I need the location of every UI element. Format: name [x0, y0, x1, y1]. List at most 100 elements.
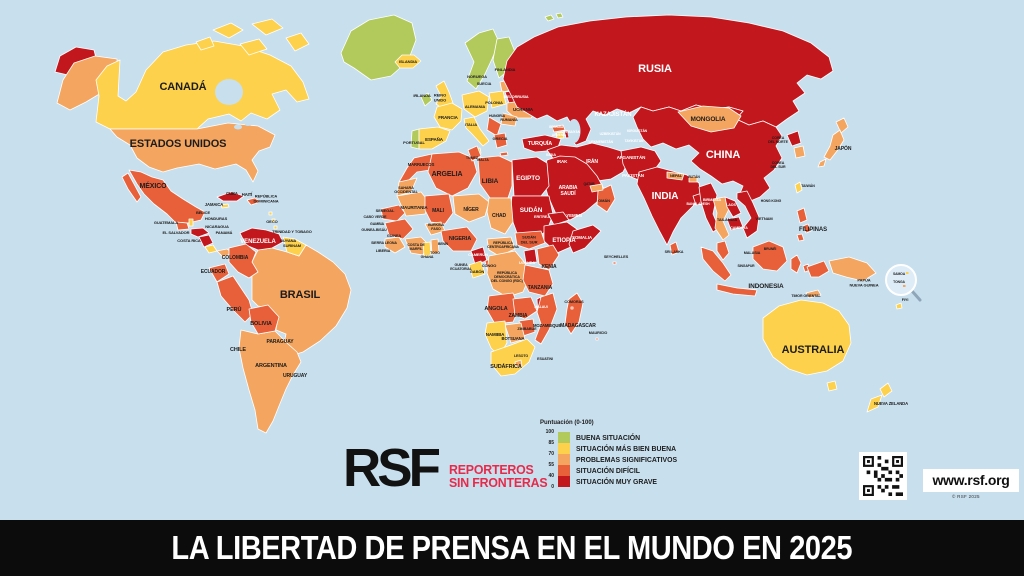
- legend-label: PROBLEMAS SIGNIFICATIVOS: [576, 455, 678, 464]
- map-label: KIRGUISTÁN: [627, 128, 648, 133]
- rsf-logo: RSF REPORTEROS SIN FRONTERAS: [343, 441, 553, 495]
- map-label: JAPÓN: [835, 144, 852, 152]
- hudson-bay: [215, 79, 243, 105]
- country-south-korea: [793, 145, 806, 159]
- map-label: CANADÁ: [159, 80, 206, 93]
- uae-qatar: [589, 183, 604, 193]
- country-nicaragua: [198, 234, 214, 248]
- website-url: www.rsf.org: [923, 469, 1019, 492]
- map-label: SUECIA: [477, 81, 492, 86]
- malaysia-peninsula: [716, 240, 730, 261]
- country-taiwan: [794, 181, 803, 194]
- map-label: COSTA RICA: [177, 238, 201, 243]
- guyanas: [282, 236, 307, 257]
- map-label: GUINEA ECUATORIAL: [450, 263, 473, 271]
- country-germany: [461, 90, 490, 118]
- map-label: HONDURAS: [205, 216, 228, 221]
- map-label: GUINEA: [387, 234, 402, 238]
- map-label: AUSTRALIA: [782, 344, 845, 356]
- map-label: SURINAM: [283, 243, 302, 248]
- map-label: CABO VERDE: [364, 215, 388, 219]
- map-label: LIBIA: [482, 178, 499, 185]
- map-label: HAITÍ: [242, 192, 253, 197]
- map-label: ARMENIA: [552, 133, 567, 137]
- tonga-dot: [903, 285, 906, 287]
- country-senegal: [380, 204, 406, 222]
- map-label: AFGANISTÁN: [617, 154, 646, 160]
- country-australia: [762, 299, 852, 392]
- map-label: CAMBOYA: [730, 226, 748, 230]
- map-label: UZBEKISTÁN: [600, 131, 622, 136]
- map-label: IRLANDA: [413, 93, 431, 98]
- map-label: BIRMANIA: [703, 198, 722, 202]
- map-label: ETIOPÍA: [552, 236, 576, 244]
- map-label: YEMEN: [566, 213, 582, 218]
- map-label: BIELORRUSIA: [503, 95, 528, 99]
- country-kenya: [536, 244, 560, 271]
- island-borneo: [752, 240, 788, 272]
- country-drc: [486, 250, 530, 298]
- map-label: CUBA: [226, 191, 238, 196]
- pacific-inset: [885, 264, 922, 302]
- caspian-sea: [567, 119, 581, 143]
- country-venezuela: [239, 227, 284, 251]
- map-label: COREA DEL SUR: [770, 161, 786, 169]
- country-uganda: [523, 248, 538, 264]
- country-png: [828, 256, 877, 282]
- map-label: SAMOA: [893, 272, 906, 276]
- map-label: OMÁN: [598, 198, 610, 203]
- country-vietnam: [736, 190, 760, 239]
- country-poland: [488, 90, 507, 109]
- map-label: SIERRA LEONA: [371, 241, 397, 245]
- map-label: MOZAMBIQUE: [533, 323, 561, 328]
- map-label: SUDÁFRICA: [490, 363, 522, 370]
- map-label: GEORGIA: [549, 125, 564, 129]
- map-label: ERITREA: [534, 215, 550, 219]
- map-label: AZERBAIYÁN: [560, 129, 581, 134]
- map-label: GHANA: [421, 255, 434, 259]
- legend-label: SITUACIÓN DIFÍCIL: [576, 466, 641, 475]
- map-label: RUSIA: [638, 63, 672, 75]
- map-label: UCRANIA: [513, 107, 534, 112]
- map-label: ESTADOS UNIDOS: [130, 138, 227, 150]
- map-label: TÚNEZ: [466, 155, 479, 160]
- map-label: URUGUAY: [283, 373, 308, 379]
- map-label: TRINIDAD Y TOBAGO: [272, 229, 312, 234]
- map-label: PANAMÁ: [216, 230, 233, 235]
- map-label: CHINA: [706, 149, 740, 161]
- country-bolivia: [248, 304, 280, 335]
- map-label: IRAK: [557, 159, 568, 164]
- map-label: CHILE: [230, 347, 246, 353]
- country-china: [632, 104, 783, 203]
- map-label: SUDÁN DEL SUR: [521, 235, 538, 245]
- map-label: RUMANÍA: [500, 117, 518, 122]
- country-cambodia: [726, 216, 744, 231]
- country-laos: [724, 196, 742, 218]
- country-portugal: [410, 128, 420, 150]
- togo-benin: [430, 238, 440, 255]
- map-label: INDIA: [652, 191, 679, 202]
- legend-swatch-problematic: [558, 454, 570, 465]
- country-sri-lanka: [669, 241, 680, 256]
- map-label: GUYANA: [280, 238, 297, 243]
- great-lake: [234, 124, 242, 130]
- country-tunisia: [467, 145, 482, 162]
- map-label: SAHARA OCCIDENTAL: [394, 186, 418, 194]
- qr-pattern: [863, 456, 903, 496]
- map-labels: CANADÁ ESTADOS UNIDOS RUSIA CHINA INDIA BRASI…: [130, 59, 909, 406]
- legend-swatches: [558, 432, 570, 487]
- map-label: SINGAPUR: [737, 264, 755, 268]
- map-label: ANGOLA: [484, 306, 507, 312]
- map-label: QATAR: [583, 182, 595, 186]
- country-ireland: [420, 92, 433, 107]
- country-algeria: [427, 151, 478, 197]
- world-map: CANADÁ ESTADOS UNIDOS RUSIA CHINA INDIA BRASI…: [54, 12, 922, 434]
- southern-cone: [238, 329, 302, 434]
- legend-tick: 0: [551, 483, 554, 490]
- country-eritrea: [547, 211, 570, 226]
- map-label: TANZANIA: [528, 285, 553, 291]
- island-hispaniola: [246, 197, 261, 206]
- country-guatemala: [175, 221, 190, 231]
- map-label: HONG KONG: [761, 199, 782, 203]
- country-japan: [817, 117, 849, 168]
